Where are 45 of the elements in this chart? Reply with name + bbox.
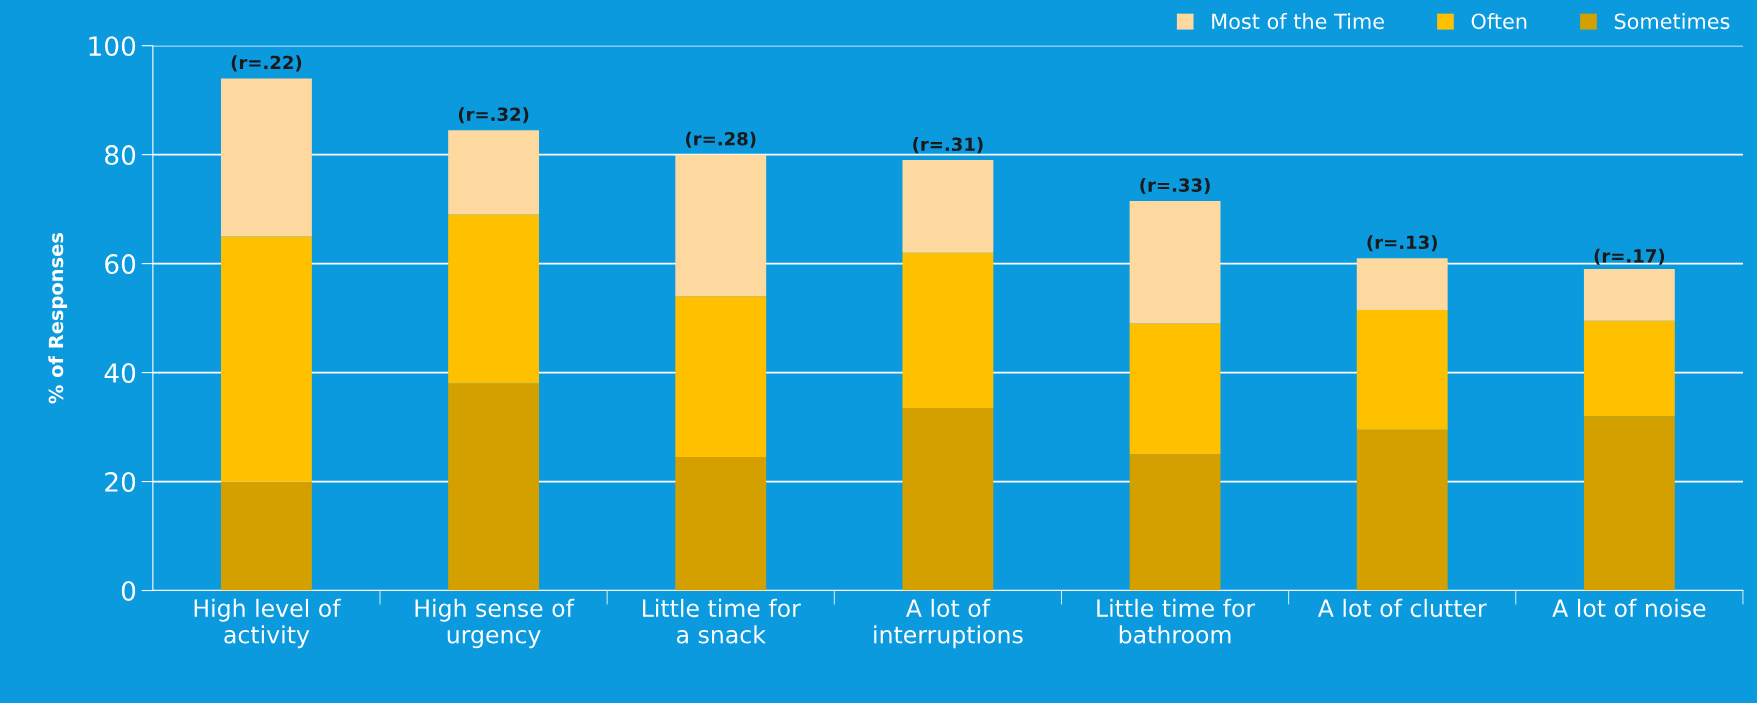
bar — [675, 296, 767, 458]
x-tick-label: A lot of noise — [1552, 598, 1706, 618]
y-tick-label: 60 — [105, 254, 136, 275]
bar — [448, 214, 540, 384]
x-tick-label: A lot of clutter — [1317, 598, 1487, 618]
annotation: (r=.32) — [458, 107, 529, 124]
x-tick-label: High level of activity — [194, 598, 341, 649]
y-axis-title: % of Responses — [48, 233, 68, 404]
legend-label: Most of the Time — [1212, 13, 1384, 30]
bar — [1356, 309, 1448, 430]
bar — [1356, 258, 1448, 310]
x-tick-label: High sense of urgency — [415, 598, 575, 649]
bar — [1356, 429, 1448, 591]
x-tick-label: Little time for bathroom — [1097, 598, 1256, 644]
bar — [902, 408, 994, 591]
y-tick-label: 40 — [104, 363, 136, 383]
annotation: (r=.31) — [913, 137, 983, 154]
y-tick-label: 100 — [89, 36, 136, 57]
bar — [675, 457, 767, 591]
legend-label: Often — [1471, 13, 1527, 30]
bar — [221, 78, 312, 237]
bar — [448, 383, 540, 591]
bar — [221, 481, 312, 591]
annotation: (r=.22) — [231, 55, 302, 72]
y-tick-label: 20 — [105, 472, 136, 492]
annotation: (r=.33) — [1140, 177, 1210, 195]
x-tick-label: A lot of interruptions — [874, 598, 1023, 649]
bar — [1129, 454, 1221, 591]
legend-label: Sometimes — [1614, 13, 1730, 30]
bar — [1129, 323, 1221, 455]
bar — [1583, 320, 1675, 417]
bar — [1583, 416, 1675, 591]
bar — [675, 154, 767, 297]
annotation: (r=.13) — [1367, 235, 1437, 252]
bar — [221, 236, 312, 482]
bar — [448, 130, 540, 215]
x-tick-label: Little time for a snack — [643, 598, 801, 644]
annotation: (r=.28) — [686, 131, 756, 148]
bar — [902, 160, 994, 253]
y-tick-label: 80 — [105, 145, 136, 166]
annotation: (r=.17) — [1594, 248, 1665, 265]
bar — [1129, 200, 1221, 324]
bar — [902, 252, 994, 408]
bar — [1583, 269, 1675, 321]
y-tick-label: 0 — [121, 580, 136, 601]
